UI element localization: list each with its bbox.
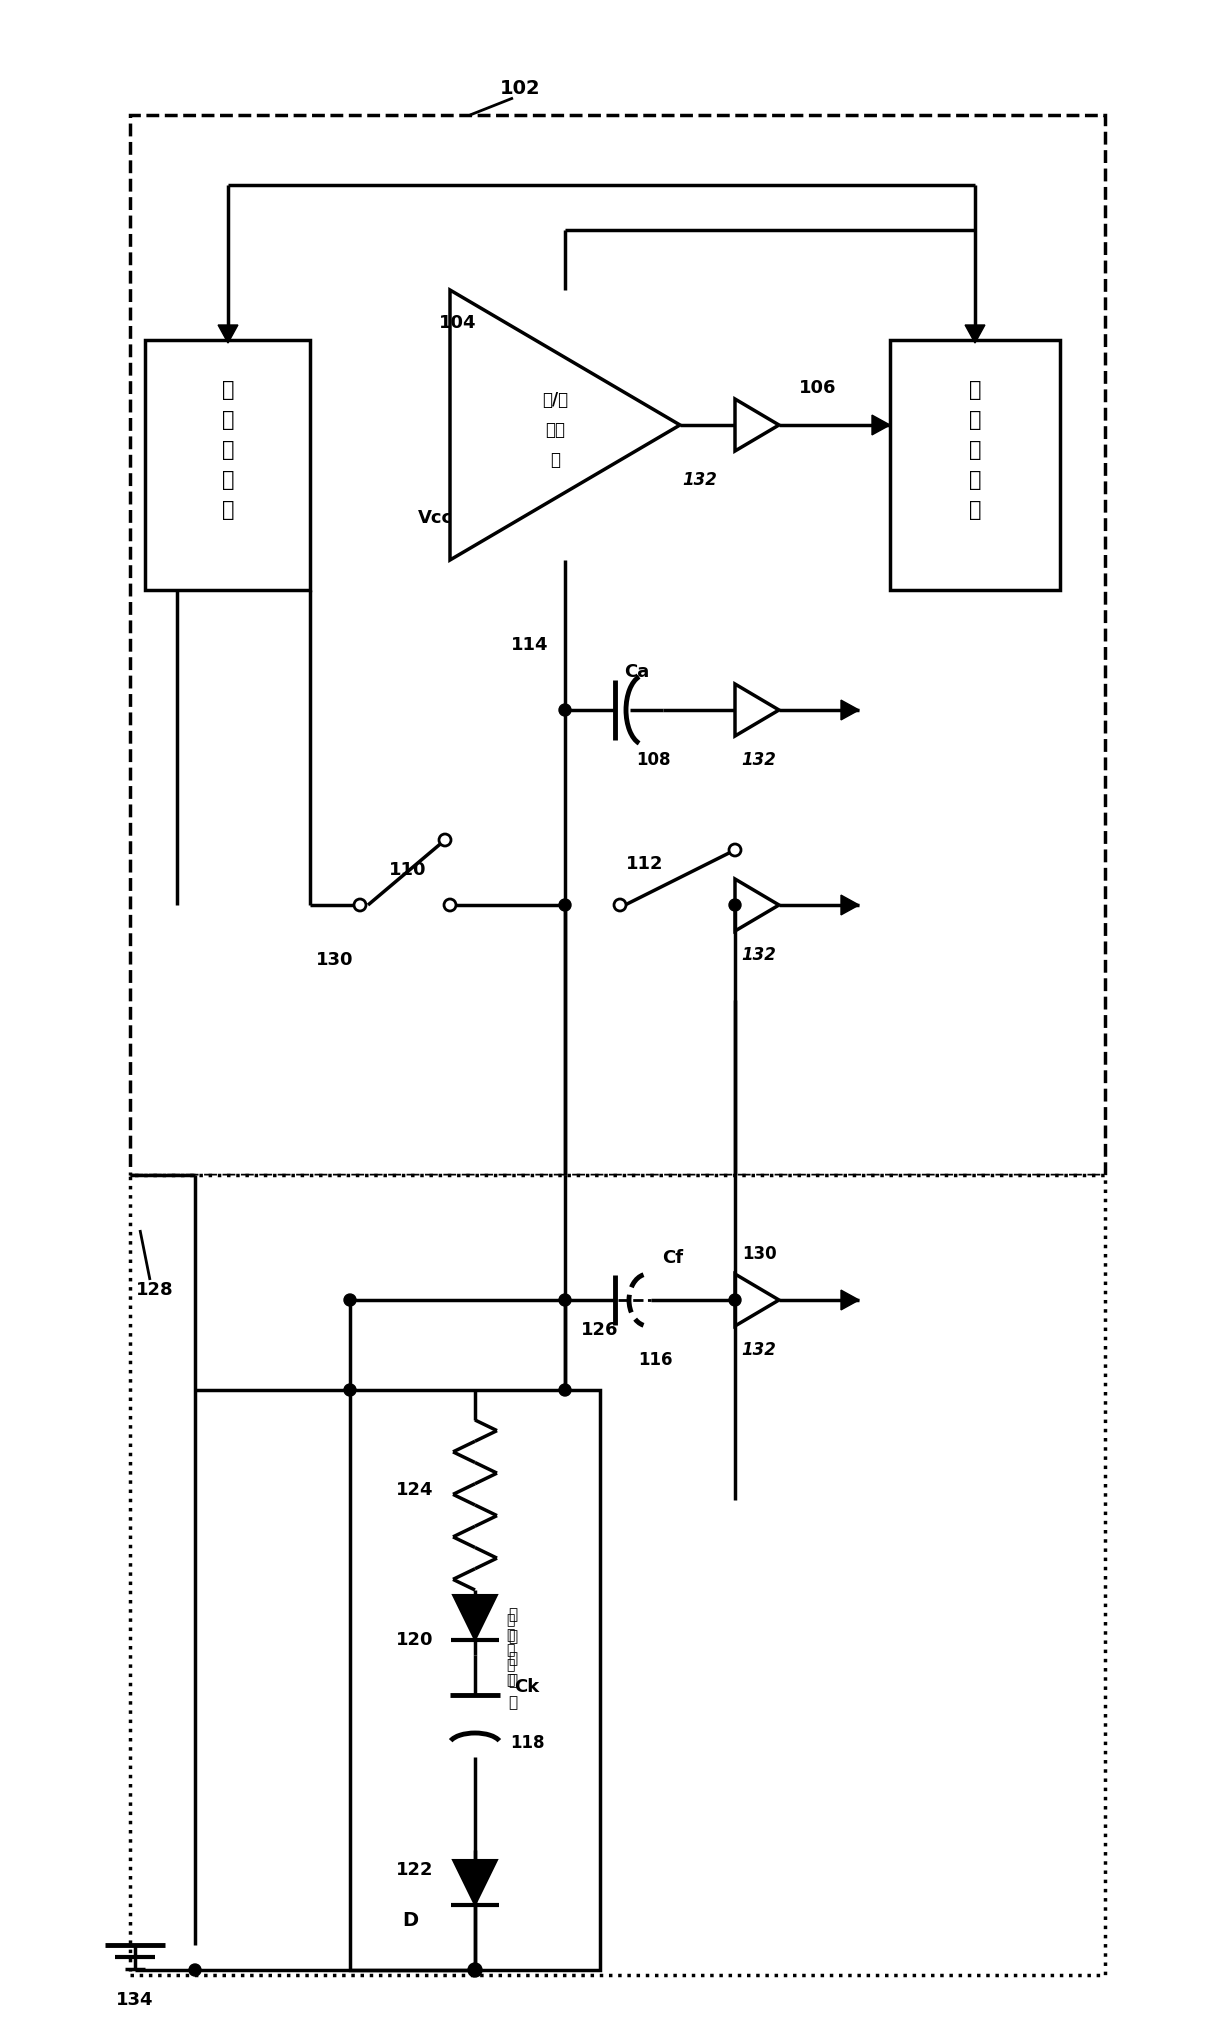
Polygon shape: [218, 325, 238, 343]
Text: 126: 126: [582, 1321, 618, 1339]
Text: 132: 132: [682, 471, 718, 489]
Text: 处: 处: [969, 440, 982, 461]
Text: 106: 106: [799, 380, 837, 398]
Text: 器: 器: [550, 450, 560, 469]
Polygon shape: [453, 1860, 497, 1905]
Circle shape: [344, 1295, 356, 1307]
Text: 130: 130: [741, 1244, 777, 1262]
Bar: [890, 339, 1060, 590]
Circle shape: [344, 1384, 356, 1396]
Polygon shape: [872, 414, 890, 434]
Circle shape: [729, 844, 741, 856]
Circle shape: [729, 899, 741, 911]
Polygon shape: [840, 1291, 859, 1309]
Text: 120: 120: [396, 1630, 434, 1648]
Text: 发: 发: [508, 1608, 518, 1622]
Text: 动: 动: [222, 471, 234, 491]
Text: 极: 极: [508, 1673, 518, 1689]
Text: 114: 114: [512, 636, 548, 654]
Bar: [130, 115, 1106, 1176]
Text: Cf: Cf: [663, 1248, 683, 1267]
Text: 124: 124: [396, 1481, 434, 1499]
Text: Ca: Ca: [625, 663, 649, 681]
Circle shape: [560, 899, 571, 911]
Text: 104: 104: [439, 313, 477, 331]
Circle shape: [439, 834, 452, 846]
Text: 110: 110: [389, 861, 427, 879]
Text: 管: 管: [508, 1695, 518, 1711]
Polygon shape: [453, 1596, 497, 1640]
Circle shape: [614, 899, 626, 911]
Text: 130: 130: [317, 951, 353, 970]
Text: 字: 字: [222, 410, 234, 430]
Polygon shape: [840, 895, 859, 915]
Text: 132: 132: [741, 1341, 777, 1359]
Text: 器: 器: [222, 501, 234, 519]
Text: 驱: 驱: [222, 440, 234, 461]
Text: 转换: 转换: [545, 420, 564, 438]
Text: 二: 二: [508, 1652, 518, 1666]
Bar: [350, 1390, 600, 1970]
Text: 模/数: 模/数: [542, 392, 568, 408]
Text: 管: 管: [506, 1673, 514, 1687]
Circle shape: [444, 899, 456, 911]
Text: 光: 光: [508, 1630, 518, 1644]
Text: D: D: [402, 1911, 418, 1929]
Text: 118: 118: [509, 1733, 545, 1751]
Bar: [145, 339, 310, 590]
Circle shape: [729, 1295, 741, 1307]
Text: Ck: Ck: [514, 1679, 540, 1697]
Text: 二: 二: [506, 1642, 514, 1656]
Text: 极: 极: [506, 1658, 514, 1673]
Circle shape: [560, 705, 571, 715]
Text: 理: 理: [969, 471, 982, 491]
Circle shape: [355, 899, 366, 911]
Circle shape: [560, 1295, 571, 1307]
Text: 光: 光: [506, 1628, 514, 1642]
Text: 字: 字: [969, 410, 982, 430]
Text: 128: 128: [136, 1281, 174, 1299]
Text: 器: 器: [969, 501, 982, 519]
Text: 108: 108: [636, 751, 670, 770]
Polygon shape: [966, 325, 985, 343]
Circle shape: [467, 1963, 482, 1978]
Circle shape: [560, 1384, 571, 1396]
Text: 数: 数: [222, 380, 234, 400]
Text: 发: 发: [506, 1614, 514, 1626]
Text: 132: 132: [741, 751, 777, 770]
Text: 116: 116: [638, 1351, 672, 1370]
Bar: [130, 1176, 1106, 1976]
Text: 122: 122: [396, 1860, 434, 1879]
Circle shape: [189, 1963, 201, 1976]
Text: 102: 102: [499, 79, 540, 97]
Text: 132: 132: [741, 945, 777, 964]
Text: 112: 112: [626, 854, 664, 873]
Text: 134: 134: [117, 1992, 153, 2010]
Polygon shape: [840, 701, 859, 719]
Text: Vcc: Vcc: [417, 509, 453, 527]
Text: 数: 数: [969, 380, 982, 400]
